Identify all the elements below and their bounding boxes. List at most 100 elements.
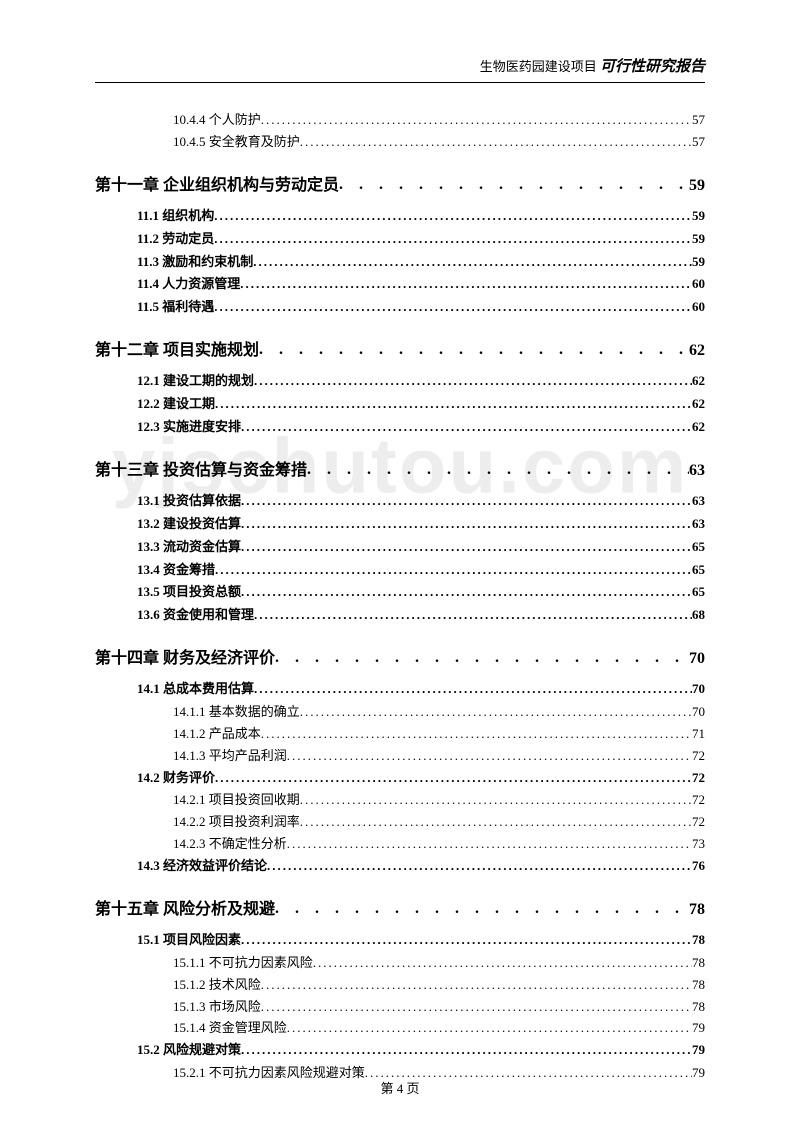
toc-subsection: 14.1.2 产品成本 71	[95, 725, 705, 744]
toc-page-number: 70	[689, 647, 705, 670]
toc-page-number: 78	[692, 976, 705, 995]
toc-section: 11.4 人力资源管理 60	[95, 275, 705, 294]
toc-label: 14.1.1 基本数据的确立	[173, 703, 300, 722]
toc-label: 14.1 总成本费用估算	[137, 680, 254, 699]
toc-label: 13.6 资金使用和管理	[137, 606, 254, 625]
toc-subsection: 14.2.3 不确定性分析 73	[95, 835, 705, 854]
toc-subsection: 14.2.1 项目投资回收期 72	[95, 791, 705, 810]
toc-section: 14.2 财务评价72	[95, 769, 705, 788]
toc-chapter: 第十五章 风险分析及规避78	[95, 898, 705, 921]
toc-page-number: 72	[692, 769, 705, 788]
toc-page-number: 72	[692, 813, 705, 832]
toc-leader-dots	[300, 813, 692, 832]
toc-page-number: 62	[692, 418, 705, 437]
toc-subsection: 10.4.5 安全教育及防护57	[95, 133, 705, 152]
toc-label: 15.1.4 资金管理风险	[173, 1019, 287, 1038]
toc-label: 14.1.2 产品成本	[173, 725, 261, 744]
toc-page-number: 73	[692, 835, 705, 854]
toc-page-number: 60	[692, 298, 705, 317]
toc-page-number: 62	[692, 372, 705, 391]
toc-chapter: 第十四章 财务及经济评价70	[95, 647, 705, 670]
toc-label: 15.1.2 技术风险	[173, 976, 261, 995]
toc-leader-dots	[261, 111, 692, 130]
toc-label: 15.1.1 不可抗力因素风险	[173, 954, 313, 973]
toc-leader-dots	[241, 492, 692, 511]
page-header: 生物医药园建设项目 可行性研究报告	[95, 55, 705, 83]
toc-leader-dots	[254, 372, 692, 391]
toc-label: 14.2.3 不确定性分析	[173, 835, 287, 854]
document-page: 生物医药园建设项目 可行性研究报告 yjschutou.com 10.4.4 个…	[0, 0, 800, 1132]
toc-page-number: 59	[692, 253, 705, 272]
toc-section: 12.3 实施进度安排62	[95, 418, 705, 437]
toc-leader-dots	[287, 835, 692, 854]
toc-page-number: 76	[692, 857, 705, 876]
toc-page-number: 57	[692, 111, 705, 130]
toc-page-number: 59	[692, 207, 705, 226]
toc-subsection: 14.1.1 基本数据的确立 70	[95, 703, 705, 722]
toc-leader-dots	[300, 133, 692, 152]
toc-page-number: 78	[689, 898, 705, 921]
toc-label: 12.2 建设工期	[137, 395, 215, 414]
toc-section: 13.4 资金筹措65	[95, 561, 705, 580]
toc-chapter: 第十一章 企业组织机构与劳动定员59	[95, 174, 705, 197]
toc-subsection: 15.1.4 资金管理风险79	[95, 1019, 705, 1038]
toc-page-number: 72	[692, 791, 705, 810]
toc-label: 13.5 项目投资总额	[137, 583, 241, 602]
header-report: 可行性研究报告	[600, 59, 705, 75]
toc-section: 13.3 流动资金估算65	[95, 538, 705, 557]
toc-label: 11.3 激励和约束机制	[137, 253, 253, 272]
toc-page-number: 60	[692, 275, 705, 294]
toc-subsection: 14.1.3 平均产品利润72	[95, 747, 705, 766]
toc-page-number: 59	[692, 230, 705, 249]
toc-page-number: 59	[689, 174, 705, 197]
toc-subsection: 15.1.1 不可抗力因素风险78	[95, 954, 705, 973]
toc-leader-dots	[215, 561, 692, 580]
toc-label: 14.2.1 项目投资回收期	[173, 791, 300, 810]
toc-leader-dots	[254, 680, 692, 699]
toc-leader-dots	[241, 515, 692, 534]
toc-leader-dots	[261, 998, 692, 1017]
toc-section: 13.1 投资估算依据63	[95, 492, 705, 511]
toc-leader-dots	[241, 1041, 692, 1060]
toc-label: 15.2 风险规避对策	[137, 1041, 241, 1060]
toc-page-number: 62	[689, 339, 705, 362]
toc-section: 13.5 项目投资总额65	[95, 583, 705, 602]
toc-leader-dots	[261, 725, 692, 744]
toc-section: 11.3 激励和约束机制 59	[95, 253, 705, 272]
toc-label: 10.4.4 个人防护	[173, 111, 261, 130]
toc-page-number: 70	[692, 703, 705, 722]
toc-page-number: 57	[692, 133, 705, 152]
toc-page-number: 72	[692, 747, 705, 766]
toc-page-number: 70	[692, 680, 705, 699]
toc-section: 11.2 劳动定员 59	[95, 230, 705, 249]
toc-label: 11.5 福利待遇	[137, 298, 214, 317]
toc-page-number: 78	[692, 998, 705, 1017]
toc-section: 13.6 资金使用和管理 68	[95, 606, 705, 625]
toc-label: 12.1 建设工期的规划	[137, 372, 254, 391]
toc-leader-dots	[241, 931, 692, 950]
toc-subsection: 10.4.4 个人防护 57	[95, 111, 705, 130]
toc-label: 11.2 劳动定员	[137, 230, 214, 249]
toc-leader-dots	[214, 230, 692, 249]
toc-label: 15.1.3 市场风险	[173, 998, 261, 1017]
toc-section: 11.5 福利待遇 60	[95, 298, 705, 317]
toc-page-number: 71	[692, 725, 705, 744]
toc-leader-dots	[275, 897, 689, 920]
toc-leader-dots	[287, 747, 692, 766]
toc-leader-dots	[253, 253, 692, 272]
toc-page-number: 68	[692, 606, 705, 625]
toc-page-number: 65	[692, 538, 705, 557]
toc-leader-dots	[300, 791, 692, 810]
toc-leader-dots	[241, 418, 692, 437]
toc-subsection: 14.2.2 项目投资利润率72	[95, 813, 705, 832]
toc-section: 14.3 经济效益评价结论76	[95, 857, 705, 876]
toc-section: 12.2 建设工期 62	[95, 395, 705, 414]
toc-label: 13.2 建设投资估算	[137, 515, 241, 534]
toc-page-number: 62	[692, 395, 705, 414]
table-of-contents: 10.4.4 个人防护5710.4.5 安全教育及防护57第十一章 企业组织机构…	[95, 111, 705, 1083]
toc-subsection: 15.1.3 市场风险 78	[95, 998, 705, 1017]
toc-page-number: 78	[692, 931, 705, 950]
toc-subsection: 15.1.2 技术风险 78	[95, 976, 705, 995]
toc-label: 11.4 人力资源管理	[137, 275, 240, 294]
toc-leader-dots	[313, 954, 692, 973]
